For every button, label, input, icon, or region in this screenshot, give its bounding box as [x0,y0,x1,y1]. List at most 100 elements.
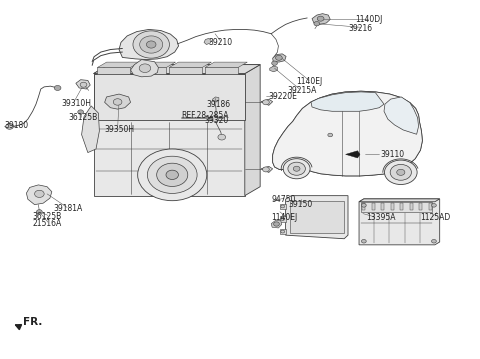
Polygon shape [312,14,330,24]
Bar [391,203,394,210]
Circle shape [78,110,84,114]
Circle shape [328,133,333,137]
Text: 94750: 94750 [271,195,296,204]
Polygon shape [169,62,211,67]
Circle shape [146,41,156,48]
Text: 39181A: 39181A [54,204,83,213]
Text: 39320: 39320 [204,116,229,125]
Polygon shape [133,62,176,67]
Polygon shape [346,151,360,158]
Text: 39180: 39180 [5,121,29,130]
Polygon shape [384,97,419,134]
Bar [169,67,202,74]
Circle shape [139,64,151,73]
Bar [372,203,375,210]
Bar [133,67,166,74]
Circle shape [6,123,13,129]
Bar [97,67,131,74]
Polygon shape [94,74,245,120]
Bar [280,229,286,234]
Circle shape [113,99,122,105]
Circle shape [432,204,436,207]
Polygon shape [97,62,140,67]
Text: REF.28-285A: REF.28-285A [181,111,229,120]
Polygon shape [311,92,384,111]
Circle shape [288,162,305,175]
Polygon shape [245,65,260,196]
Bar [410,203,413,210]
Text: 39150: 39150 [288,200,312,209]
Circle shape [156,163,188,186]
Circle shape [314,22,320,26]
Text: 1125AD: 1125AD [420,213,451,223]
Polygon shape [119,29,179,60]
Circle shape [281,218,285,220]
Text: 39186: 39186 [206,99,230,109]
Polygon shape [131,60,158,77]
Circle shape [138,149,207,201]
Polygon shape [273,91,422,176]
Circle shape [80,82,87,87]
Bar [205,67,238,74]
Circle shape [272,61,277,65]
Circle shape [432,239,436,243]
Text: 39110: 39110 [380,150,404,159]
Circle shape [166,170,179,180]
Circle shape [390,164,411,180]
Polygon shape [359,199,440,202]
Bar [280,216,286,222]
Text: 39215A: 39215A [287,85,316,95]
Text: 39216: 39216 [348,24,372,33]
Circle shape [133,31,169,58]
Polygon shape [213,97,219,102]
Circle shape [396,169,405,176]
Circle shape [274,222,279,226]
Circle shape [361,204,366,207]
Circle shape [384,160,417,185]
Polygon shape [261,166,273,172]
Polygon shape [94,74,245,196]
Circle shape [361,239,366,243]
Polygon shape [359,199,440,245]
Bar [280,204,286,209]
Polygon shape [205,62,247,67]
Circle shape [276,55,282,60]
Circle shape [293,166,300,171]
Text: 36125B: 36125B [33,212,62,221]
Polygon shape [105,94,131,109]
Bar [290,201,344,233]
Circle shape [54,85,61,90]
Bar [400,203,403,210]
Circle shape [263,167,269,172]
Text: 13395A: 13395A [366,213,395,223]
Bar [381,203,384,210]
Polygon shape [94,65,260,74]
Polygon shape [273,54,286,62]
Text: 36125B: 36125B [68,113,97,122]
Text: 39220E: 39220E [269,92,298,102]
Circle shape [211,116,219,121]
Text: 1140EJ: 1140EJ [297,77,323,86]
Circle shape [263,100,269,105]
Circle shape [281,230,285,233]
Polygon shape [94,65,260,74]
Polygon shape [82,106,99,153]
Polygon shape [76,80,90,89]
Polygon shape [286,196,348,239]
Circle shape [317,16,324,21]
Polygon shape [26,185,52,205]
Bar [361,202,432,212]
Circle shape [147,156,197,194]
Polygon shape [270,66,277,72]
Text: 39350H: 39350H [105,125,135,134]
Circle shape [218,134,226,140]
Circle shape [35,190,44,197]
Polygon shape [204,38,211,45]
Circle shape [281,205,285,208]
Text: 39310H: 39310H [61,98,91,108]
Text: 1140EJ: 1140EJ [271,213,298,222]
Bar [419,203,422,210]
Circle shape [140,36,163,53]
Text: FR.: FR. [23,317,42,327]
Text: 1140DJ: 1140DJ [355,15,383,24]
